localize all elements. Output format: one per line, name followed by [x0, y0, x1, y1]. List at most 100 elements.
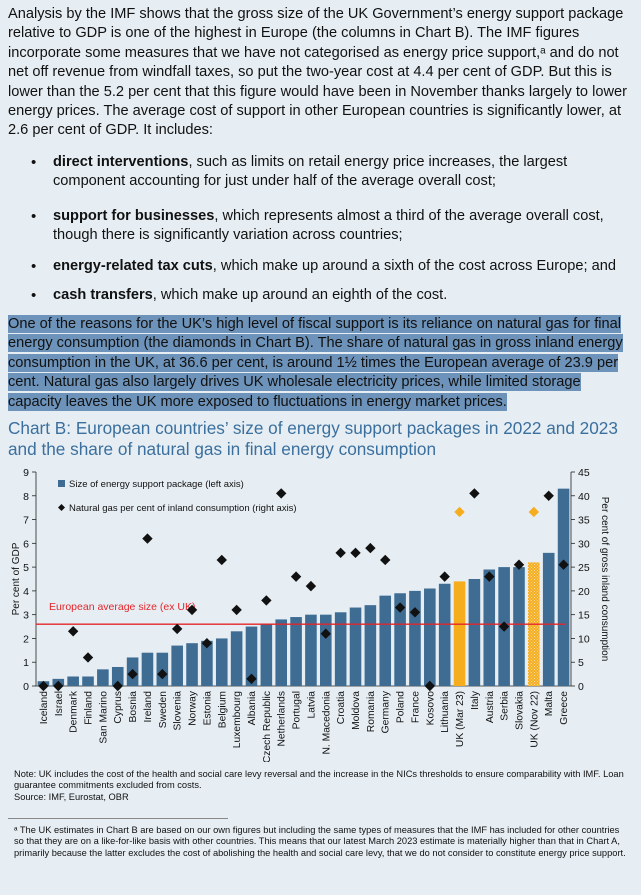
chart-diamond	[350, 547, 361, 559]
chart-diamond	[157, 668, 168, 680]
y-tick-label-left: 9	[23, 467, 29, 479]
y-tick-label-right: 20	[578, 586, 590, 598]
chart-bar	[275, 619, 288, 686]
y-tick-label-left: 5	[23, 562, 29, 574]
x-tick-label: Malta	[544, 691, 555, 716]
x-tick-label: Cyprus	[113, 691, 124, 724]
bullet-icon: •	[31, 208, 37, 225]
chart-bar	[111, 666, 124, 686]
list-item: • support for businesses, which represent…	[31, 207, 633, 246]
bar-series	[37, 488, 570, 686]
x-tick-label: Austria	[485, 691, 496, 723]
x-tick-label: Bosnia	[128, 691, 139, 723]
x-tick-label: Kosovo	[425, 691, 436, 726]
reference-line: European average size (ex UK)	[36, 601, 565, 625]
y-tick-label-left: 3	[23, 610, 29, 622]
y-axis-title-right: Per cent of gross inland consumption	[599, 497, 610, 662]
chart-bar	[201, 640, 213, 686]
chart-diamond	[305, 580, 317, 592]
intro-paragraph: Analysis by the IMF shows that the gross…	[8, 6, 627, 139]
x-tick-label: Iceland	[39, 691, 50, 724]
x-tick-label: Slovakia	[514, 691, 525, 730]
x-tick-label: Poland	[396, 691, 407, 723]
chart-diamond	[261, 595, 272, 606]
y-tick-label-left: 7	[23, 515, 29, 527]
legend-label-diamond: Natural gas per cent of inland consumpti…	[69, 503, 297, 514]
chart-diamond	[231, 604, 242, 616]
x-tick-label: Lithuania	[440, 691, 451, 733]
chart-diamond	[67, 626, 79, 637]
y-tick-label-right: 25	[578, 562, 590, 574]
legend-swatch-bar	[58, 480, 65, 487]
chart-bar	[230, 631, 243, 686]
chart-bar	[245, 626, 258, 686]
bullet-icon: •	[31, 287, 37, 304]
y-axis-title-left: Per cent of GDP	[11, 542, 22, 615]
x-tick-label: UK (Mar 23)	[455, 691, 466, 747]
y-tick-label-right: 10	[578, 633, 590, 645]
chart-bar	[260, 624, 273, 686]
x-tick-label: Finland	[84, 691, 95, 725]
chart-diamond	[439, 571, 450, 582]
chart-diamond	[424, 680, 436, 692]
x-tick-label: Albania	[247, 691, 258, 726]
x-tick-label: Croatia	[336, 691, 347, 724]
x-tick-label: Latvia	[306, 691, 317, 719]
text-selection-highlight: One of the reasons for the UK’s high lev…	[8, 315, 623, 411]
chart-bar	[319, 614, 332, 686]
chart-bar	[290, 617, 302, 686]
y-tick-label-left: 4	[23, 586, 29, 598]
chart-diamond	[394, 602, 406, 613]
list-item-bold: energy-related tax cuts	[53, 258, 213, 274]
chart-diamond	[82, 652, 94, 663]
x-tick-label: San Marino	[98, 691, 109, 744]
chart-diamond	[290, 571, 302, 582]
bullet-icon: •	[31, 258, 37, 275]
chart-bar	[468, 579, 481, 686]
list-item-text: , which represents almost a third of the…	[53, 208, 604, 244]
chart-diamond	[469, 488, 480, 499]
note-text: Note: UK includes the cost of the health…	[14, 769, 624, 791]
chart-diamond	[380, 554, 391, 566]
x-tick-label: Italy	[470, 690, 481, 710]
chart-bar	[171, 645, 183, 686]
chart-bar	[394, 593, 406, 686]
chart-bar	[483, 569, 496, 686]
chart-bar	[305, 614, 317, 686]
chart-note: Note: UK includes the cost of the health…	[14, 769, 626, 803]
chart-diamond	[454, 506, 465, 518]
chart-bar	[409, 590, 421, 686]
list-item: • direct interventions, such as limits on…	[31, 153, 633, 192]
x-tick-label: Sweden	[158, 691, 169, 728]
chart-bar	[364, 605, 377, 686]
x-tick-label: Estonia	[202, 691, 213, 726]
chart-bar	[557, 488, 570, 686]
footnote-divider	[8, 818, 228, 819]
chart-bar	[82, 676, 94, 686]
y-tick-label-right: 0	[578, 681, 584, 693]
x-tick-labels: Iceland Israel Denmark Finland San Marino Cyp…	[39, 690, 570, 762]
y-tick-label-right: 5	[578, 657, 584, 669]
y-tick-label-right: 30	[578, 538, 590, 550]
chart-bar	[438, 583, 451, 686]
list-item-bold: direct interventions	[53, 154, 189, 170]
chart-bar	[97, 669, 109, 686]
list-item-text: , which make up around a sixth of the co…	[212, 258, 616, 274]
y-tick-label-left: 0	[23, 681, 29, 693]
y-tick-label-left: 1	[23, 657, 29, 669]
chart-bar	[186, 643, 198, 686]
y-tick-label-right: 40	[578, 491, 590, 503]
x-tick-label: UK (Nov 22)	[529, 691, 540, 748]
x-tick-label: France	[410, 691, 421, 723]
source-text: Source: IMF, Eurostat, OBR	[14, 791, 129, 802]
chart-bar	[334, 612, 347, 686]
x-tick-label: Netherlands	[277, 691, 288, 747]
footnote: ᵃ The UK estimates in Chart B are based …	[14, 825, 626, 858]
chart-bar	[542, 552, 555, 686]
chart-bar	[453, 581, 466, 686]
chart-bar	[67, 676, 79, 686]
y-tick-label-left: 6	[23, 538, 29, 550]
selected-paragraph[interactable]: One of the reasons for the UK’s high lev…	[8, 315, 634, 412]
chart-diamond	[543, 490, 554, 501]
y-tick-label-right: 15	[578, 610, 590, 622]
